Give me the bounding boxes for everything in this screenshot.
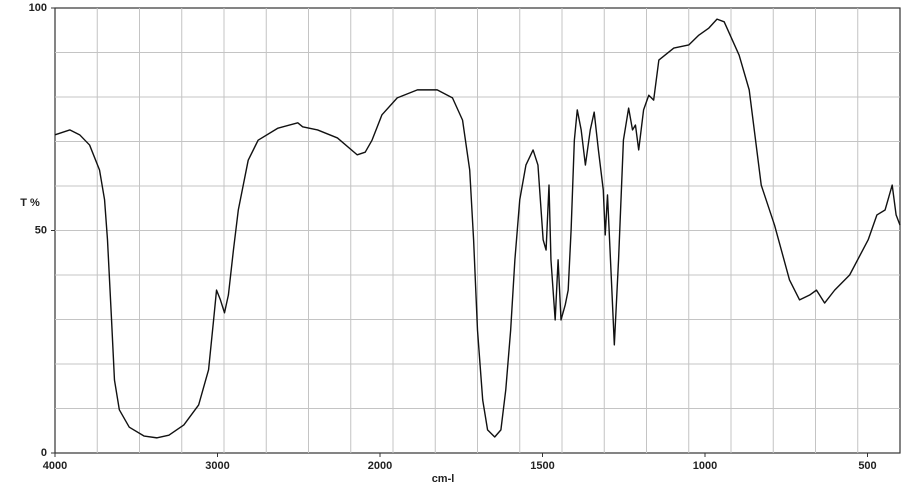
y-axis-label: T %: [20, 197, 40, 209]
spectrum-line: [54, 18, 901, 439]
x-axis-label: cm-l: [432, 473, 455, 485]
y-tick-label: 0: [41, 447, 47, 459]
y-tick-label: 50: [35, 224, 47, 236]
x-tick-label: 4000: [43, 460, 67, 472]
x-tick-label: 1500: [530, 460, 554, 472]
x-tick-label: 500: [858, 460, 876, 472]
x-tick-label: 2000: [368, 460, 392, 472]
y-tick-label: 100: [29, 2, 47, 14]
x-tick-label: 3000: [205, 460, 229, 472]
x-tick-label: 1000: [693, 460, 717, 472]
grid: [55, 8, 900, 453]
